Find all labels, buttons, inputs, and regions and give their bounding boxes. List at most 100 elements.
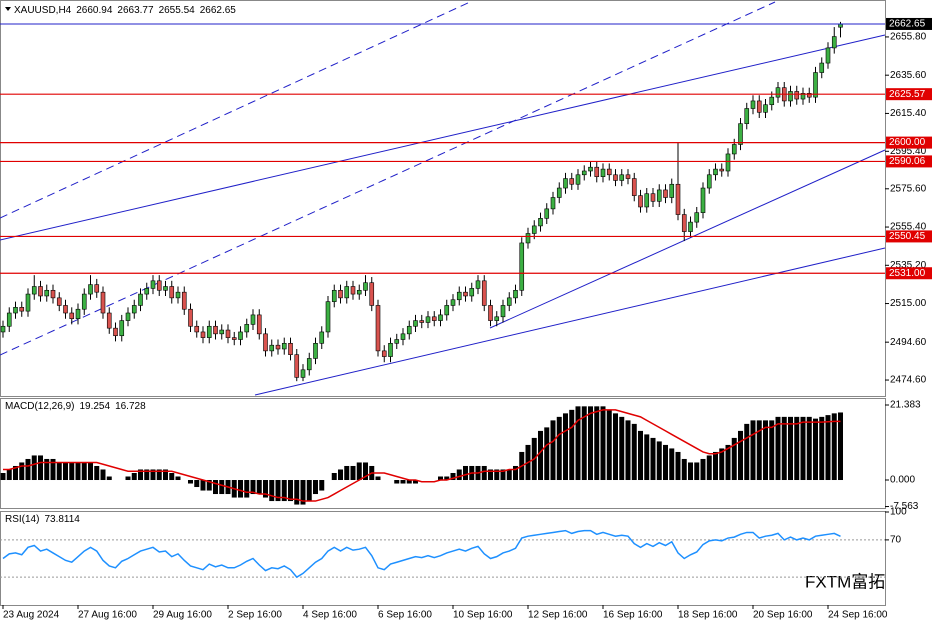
macd-bar xyxy=(188,480,193,484)
macd-bar xyxy=(50,458,56,481)
macd-value: 19.254 xyxy=(79,401,110,412)
candle-body xyxy=(588,166,593,172)
candle-body xyxy=(656,189,662,202)
macd-bar xyxy=(638,430,643,481)
candle-body xyxy=(638,195,643,208)
y-tick-label: 21.383 xyxy=(890,400,921,411)
rsi-value: 73.8114 xyxy=(44,514,80,525)
candle-body xyxy=(400,333,406,340)
y-tick-label: 2555.40 xyxy=(890,222,927,233)
macd-bar xyxy=(0,472,6,481)
macd-title: MACD(12,26,9) xyxy=(5,401,74,412)
candle-body xyxy=(388,343,393,357)
candle-body xyxy=(806,93,812,98)
y-tick-label: 2635.60 xyxy=(890,70,927,81)
candle-body xyxy=(200,331,206,338)
candle-body xyxy=(63,305,68,314)
macd-bar xyxy=(450,472,456,481)
candle-body xyxy=(538,218,543,227)
candle-body xyxy=(831,36,837,49)
macd-bar xyxy=(238,480,243,498)
macd-bar xyxy=(713,451,718,481)
candle-body xyxy=(238,331,243,340)
level-label-box xyxy=(886,230,932,243)
candle-body xyxy=(275,344,281,350)
macd-bar xyxy=(606,409,612,481)
candle-body xyxy=(556,187,562,198)
candle-body xyxy=(438,314,443,321)
candle-body xyxy=(688,221,693,232)
macd-bar xyxy=(763,420,768,481)
candle-body xyxy=(225,329,231,338)
candle-body xyxy=(513,289,518,299)
macd-bar xyxy=(300,480,306,505)
candle-body xyxy=(425,316,431,323)
macd-bar xyxy=(831,413,837,481)
y-tick-label: 2515.00 xyxy=(890,298,927,309)
macd-bar xyxy=(625,420,631,481)
x-tick-label: 24 Sep 16:00 xyxy=(828,610,888,621)
candle-body xyxy=(788,91,793,102)
symbol: XAUUSD,H4 xyxy=(14,5,72,16)
candle-body xyxy=(138,293,143,306)
y-tick-label: 2535.20 xyxy=(890,260,927,271)
candle-body xyxy=(419,320,425,323)
candle-body xyxy=(181,291,187,310)
macd-bar xyxy=(56,462,62,481)
level-label: 2600.00 xyxy=(889,137,926,148)
candle-body xyxy=(19,307,25,312)
candle-body xyxy=(569,178,575,185)
candle-body xyxy=(244,324,250,333)
macd-bar xyxy=(331,472,337,481)
candle-body xyxy=(706,174,712,189)
trend-line xyxy=(0,34,886,241)
level-label-box xyxy=(886,88,932,101)
candle-body xyxy=(475,280,481,289)
macd-bar xyxy=(363,462,368,481)
macd-bar xyxy=(575,406,581,481)
macd-bar xyxy=(550,420,556,481)
close-value: 2662.65 xyxy=(200,5,237,16)
candle-body xyxy=(0,325,6,333)
macd-bar xyxy=(600,406,606,481)
macd-bar xyxy=(13,465,18,481)
macd-bar xyxy=(356,462,362,481)
candle-body xyxy=(594,166,600,177)
candle-body xyxy=(769,96,775,106)
macd-bar xyxy=(569,409,575,481)
trend-line xyxy=(254,247,886,396)
price-label: 2662.65 xyxy=(889,19,926,30)
candle-body xyxy=(31,286,37,295)
candle-body xyxy=(413,320,418,327)
candle-body xyxy=(813,72,818,98)
macd-bar xyxy=(800,416,806,481)
macd-bar xyxy=(581,406,587,481)
candle-body xyxy=(250,314,256,325)
candle-body xyxy=(263,333,268,352)
candle-body xyxy=(613,174,618,181)
macd-bar xyxy=(6,469,12,481)
main-panel xyxy=(0,0,886,397)
candle-body xyxy=(581,170,587,176)
candle-body xyxy=(25,293,31,312)
macd-bar xyxy=(556,416,562,481)
macd-bar xyxy=(250,480,256,495)
macd-bar xyxy=(163,469,168,481)
candle-body xyxy=(713,168,718,176)
x-tick-label: 18 Sep 16:00 xyxy=(678,610,738,621)
macd-bar xyxy=(725,444,731,481)
candle-body xyxy=(188,308,193,327)
macd-bar xyxy=(394,480,400,484)
candle-body xyxy=(113,327,118,337)
candle-body xyxy=(631,178,637,196)
candle-body xyxy=(106,312,112,329)
candle-body xyxy=(600,168,606,177)
macd-bar xyxy=(150,469,156,481)
y-tick-label: 70 xyxy=(890,535,902,546)
menu-arrow xyxy=(5,7,11,11)
watermark: FXTM富拓 xyxy=(805,572,885,591)
candle-body xyxy=(450,299,456,306)
candle-body xyxy=(819,62,825,73)
candle-body xyxy=(325,301,331,333)
macd-bar xyxy=(75,462,81,481)
